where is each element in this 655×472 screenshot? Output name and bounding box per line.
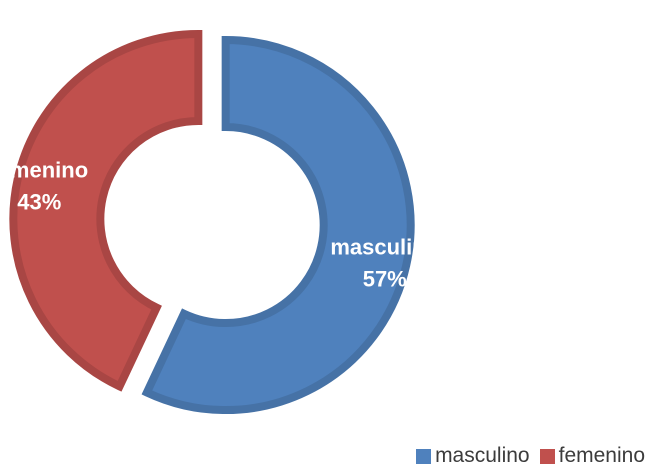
slice-percent-femenino: 43%	[17, 189, 61, 214]
legend-label-femenino: femenino	[558, 444, 645, 467]
chart-legend: masculino femenino	[416, 444, 645, 468]
legend-swatch-femenino	[539, 448, 555, 464]
slice-percent-masculino: 57%	[363, 267, 407, 292]
legend-swatch-masculino	[416, 448, 432, 464]
legend-label-masculino: masculino	[435, 444, 530, 467]
slice-masculino	[141, 36, 415, 415]
slice-label-masculino: masculino	[330, 235, 439, 260]
legend-item-masculino: masculino	[416, 444, 530, 468]
legend-item-femenino: femenino	[539, 444, 645, 468]
slice-label-femenino: femenino	[0, 157, 88, 182]
slice-femenino	[9, 29, 203, 392]
